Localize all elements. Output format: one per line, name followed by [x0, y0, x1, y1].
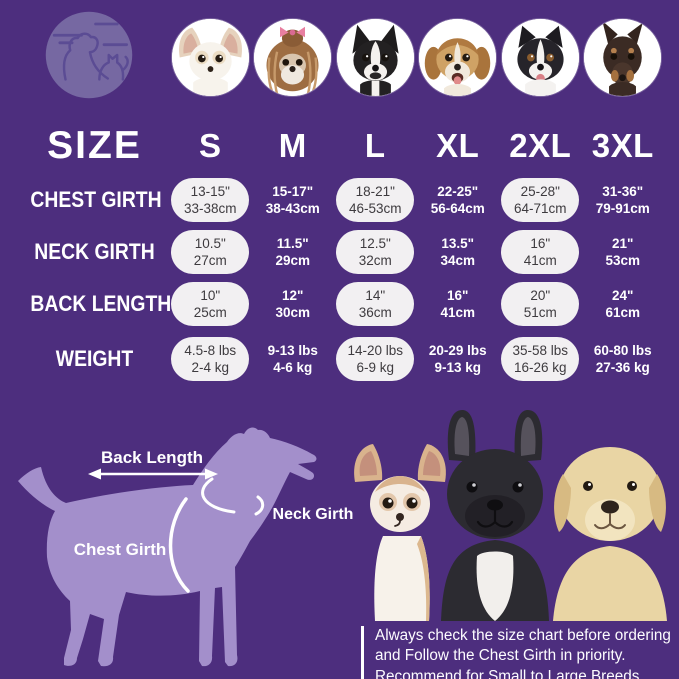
- back-length-m: 12" 30cm: [275, 288, 311, 320]
- french-bulldog-icon: [441, 410, 549, 621]
- chest-girth-l: 18-21" 46-53cm: [334, 178, 417, 222]
- size-title: SIZE: [47, 124, 142, 167]
- size-col-m: M: [278, 127, 307, 164]
- back-length-s: 10" 25cm: [169, 282, 252, 326]
- size-header-row: SIZE S M L XL 2XL 3XL: [20, 118, 664, 174]
- row-neck-girth: NECK GIRTH 10.5" 27cm 11.5" 29cm 12.5" 32cm…: [20, 226, 664, 278]
- sizing-note: Always check the size chart before order…: [361, 626, 679, 679]
- avatar-boston-terrier: [337, 19, 414, 96]
- row-chest-girth: CHEST GIRTH 13-15" 33-38cm 15-17" 38-43cm …: [20, 174, 664, 226]
- chihuahua-photo-icon: [354, 444, 446, 621]
- back-length-xl: 16" 41cm: [440, 288, 476, 320]
- back-length-arrow: [88, 468, 218, 480]
- note-line-2: and Follow the Chest Girth in priority.: [375, 647, 626, 665]
- back-length-3xl: 24" 61cm: [605, 288, 641, 320]
- neck-girth-line-2: [254, 495, 265, 516]
- neck-girth-xl: 13.5" 34cm: [440, 236, 476, 268]
- note-line-3: Recommend for Small to Large Breeds.: [375, 667, 644, 679]
- chest-girth-m: 15-17" 38-43cm: [265, 184, 320, 216]
- chest-girth-line: [168, 497, 190, 593]
- back-length-label: Back Length: [101, 448, 203, 467]
- size-col-3xl: 3XL: [591, 127, 654, 164]
- weight-xl: 20-29 lbs 9-13 kg: [428, 343, 487, 375]
- row-weight: WEIGHT 4.5-8 lbs 2-4 kg 9-13 lbs 4-6 kg 14…: [20, 330, 664, 388]
- weight-s: 4.5-8 lbs 2-4 kg: [169, 337, 252, 381]
- weight-3xl: 60-80 lbs 27-36 kg: [593, 343, 652, 375]
- chest-girth-s: 13-15" 33-38cm: [169, 178, 252, 222]
- dog-and-cat-logo-icon: [45, 11, 133, 99]
- beagle-icon: [419, 19, 496, 96]
- neck-girth-2xl: 16" 41cm: [499, 230, 582, 274]
- avatar-beagle: [419, 19, 496, 96]
- neck-girth-line: [201, 477, 236, 514]
- row-label-weight: WEIGHT: [55, 346, 134, 371]
- weight-m: 9-13 lbs 4-6 kg: [267, 343, 318, 375]
- note-line-1: Always check the size chart before order…: [375, 627, 671, 644]
- dog-silhouette: [18, 427, 317, 667]
- weight-l: 14-20 lbs 6-9 kg: [334, 337, 417, 381]
- row-label-neck-girth: NECK GIRTH: [34, 239, 155, 264]
- avatar-doberman: [584, 19, 661, 96]
- row-label-back-length: BACK LENGTH: [30, 291, 172, 316]
- shih-tzu-icon: [254, 19, 331, 96]
- back-length-2xl: 20" 51cm: [499, 282, 582, 326]
- row-back-length: BACK LENGTH 10" 25cm 12" 30cm 14" 36cm 16" 4…: [20, 278, 664, 330]
- avatar-chihuahua: [172, 19, 249, 96]
- doberman-icon: [584, 19, 661, 96]
- measurement-diagram: Back Length Chest Girth Neck Girth: [18, 427, 354, 667]
- neck-girth-m: 11.5" 29cm: [275, 236, 311, 268]
- breed-group-photo: [354, 410, 667, 621]
- size-col-s: S: [198, 127, 222, 164]
- neck-girth-label: Neck Girth: [273, 506, 354, 523]
- avatar-shih-tzu: [254, 19, 331, 96]
- chest-girth-label: Chest Girth: [74, 540, 167, 559]
- chest-girth-3xl: 31-36" 79-91cm: [595, 184, 650, 216]
- neck-girth-3xl: 21" 53cm: [605, 236, 641, 268]
- chest-girth-2xl: 25-28" 64-71cm: [499, 178, 582, 222]
- neck-girth-l: 12.5" 32cm: [334, 230, 417, 274]
- labrador-icon: [553, 447, 667, 621]
- size-col-xl: XL: [436, 127, 480, 164]
- size-col-2xl: 2XL: [509, 127, 572, 164]
- brand-logo: [42, 8, 136, 102]
- chest-girth-xl: 22-25" 56-64cm: [430, 184, 485, 216]
- boston-terrier-icon: [337, 19, 414, 96]
- back-length-l: 14" 36cm: [334, 282, 417, 326]
- size-col-l: L: [364, 127, 386, 164]
- weight-2xl: 35-58 lbs 16-26 kg: [499, 337, 582, 381]
- avatar-border-collie: [502, 19, 579, 96]
- row-label-chest-girth: CHEST GIRTH: [30, 187, 162, 212]
- chihuahua-icon: [172, 19, 249, 96]
- border-collie-icon: [502, 19, 579, 96]
- neck-girth-s: 10.5" 27cm: [169, 230, 252, 274]
